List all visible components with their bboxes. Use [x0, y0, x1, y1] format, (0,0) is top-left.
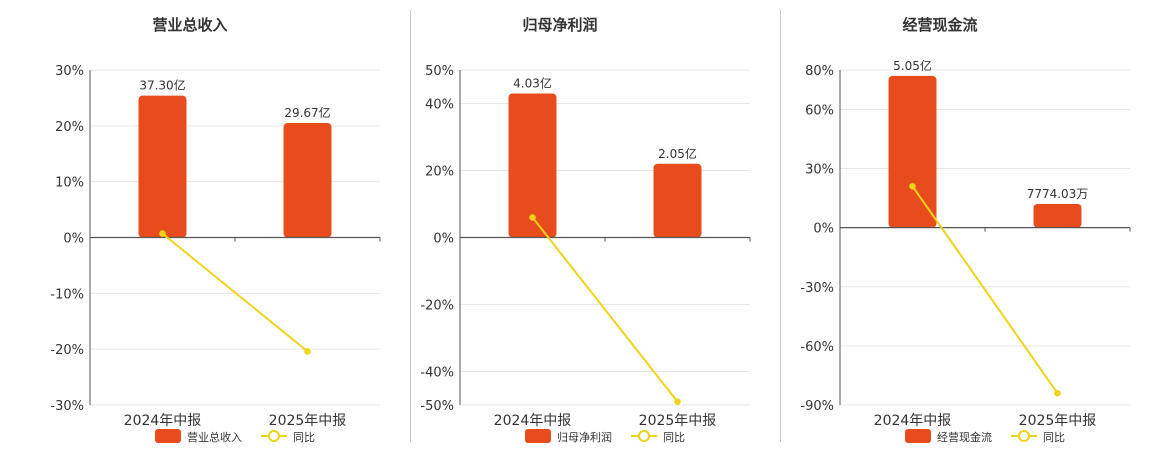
legend-bar-label: 归母净利润: [557, 430, 612, 444]
chart-panel-2: 归母净利润 50% 40% 20% 0% -20% -40% -50% 4.03亿 2.05亿 20…: [420, 16, 751, 444]
legend-bar-swatch: [525, 429, 551, 443]
bar-data-label: 37.30亿: [139, 78, 185, 93]
y-tick-label: 60%: [805, 103, 834, 118]
bar-1: [138, 95, 187, 238]
y-tick-label: -50%: [420, 399, 454, 414]
y-tick-label: -10%: [50, 287, 84, 302]
yoy-point-2: [674, 398, 681, 405]
y-tick-label: -40%: [420, 366, 454, 381]
yoy-point-1: [159, 230, 166, 237]
y-tick-label: -20%: [420, 299, 454, 314]
y-tick-label: 50%: [425, 64, 454, 79]
bar-data-label: 5.05亿: [893, 58, 932, 73]
legend-line-label: 同比: [293, 431, 315, 444]
y-tick-label: -60%: [800, 340, 834, 355]
y-tick-label: 0%: [813, 222, 834, 237]
y-tick-label: 30%: [55, 64, 84, 79]
y-tick-label: 30%: [805, 163, 834, 178]
y-tick-label: 40%: [425, 98, 454, 113]
yoy-line: [531, 216, 679, 403]
y-tick-label: -30%: [800, 281, 834, 296]
bar-1: [888, 75, 937, 228]
chart-title: 营业总收入: [152, 16, 227, 34]
y-tick-label: -30%: [50, 399, 84, 414]
y-tick-label: 10%: [55, 176, 84, 191]
chart-title: 归母净利润: [522, 16, 597, 34]
y-tick-label: 0%: [63, 232, 84, 247]
yoy-line: [161, 232, 309, 353]
legend-bar-label: 营业总收入: [187, 430, 242, 444]
panel-divider-1: [410, 10, 411, 442]
yoy-point-1: [909, 182, 916, 190]
bar-2: [283, 123, 332, 238]
legend-line-marker: [638, 430, 650, 442]
bar-1: [508, 93, 557, 238]
yoy-line: [911, 185, 1059, 394]
yoy-point-2: [1054, 389, 1061, 397]
bar-data-label: 2.05亿: [658, 146, 697, 161]
legend-line-marker: [268, 430, 280, 442]
legend-line-marker: [1018, 430, 1030, 442]
legend-bar-swatch: [905, 429, 931, 443]
x-category-label: 2024年中报: [874, 413, 952, 429]
bar-data-label: 4.03亿: [513, 75, 552, 90]
chart-title: 经营现金流: [902, 16, 977, 34]
x-category-label: 2025年中报: [269, 413, 347, 429]
bar-2: [653, 163, 702, 238]
y-tick-label: 0%: [433, 232, 454, 247]
x-category-label: 2024年中报: [124, 413, 202, 429]
chart-panel-1: 营业总收入 30% 20% 10% 0% -10% -20% -30% 37.30亿 29.67亿…: [50, 16, 381, 444]
bar-2: [1033, 204, 1082, 228]
x-category-label: 2025年中报: [1019, 413, 1097, 429]
y-tick-label: 20%: [425, 165, 454, 180]
y-tick-label: 20%: [55, 120, 84, 135]
legend-line-label: 同比: [663, 431, 685, 444]
yoy-point-1: [529, 214, 536, 221]
legend-bar-label: 经营现金流: [937, 430, 992, 444]
legend-bar-swatch: [155, 429, 181, 443]
x-category-label: 2024年中报: [494, 413, 572, 429]
legend-line-label: 同比: [1043, 431, 1065, 444]
yoy-point-2: [304, 348, 311, 355]
x-category-label: 2025年中报: [639, 413, 717, 429]
y-tick-label: -90%: [800, 399, 834, 414]
bar-data-label: 29.67亿: [284, 105, 330, 120]
y-tick-label: 80%: [805, 64, 834, 79]
panel-divider-2: [780, 10, 781, 442]
chart-panel-3: 经营现金流 80% 60% 30% 0% -30% -60% -90% 5.05亿 7774.03…: [800, 16, 1131, 444]
bar-data-label: 7774.03万: [1027, 187, 1089, 201]
y-tick-label: -20%: [50, 343, 84, 358]
